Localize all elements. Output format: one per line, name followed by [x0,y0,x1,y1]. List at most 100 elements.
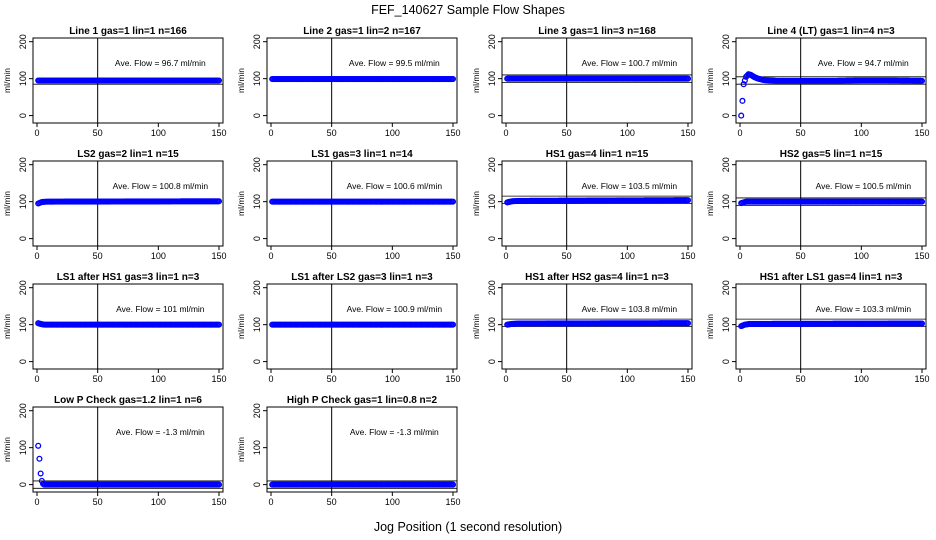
data-point [684,197,692,204]
x-tick-label: 0 [34,128,39,138]
data-point [684,320,692,327]
y-tick-label: 0 [18,482,28,487]
x-tick-label: 150 [211,251,226,261]
plot-frame [266,406,458,493]
average-flow-annotation: Ave. Flow = 100.7 ml/min [582,58,678,68]
data-point [35,442,42,449]
average-flow-annotation: Ave. Flow = 100.9 ml/min [347,304,443,314]
x-tick-label: 50 [93,251,103,261]
panel-3: Line 3 gas=1 lin=3 n=168 0 50 100 150 0 100 200… [471,26,696,138]
y-tick-label: 200 [18,157,28,172]
y-tick-label: 100 [18,440,28,455]
x-tick-label: 0 [268,128,273,138]
figure-xlabel: Jog Position (1 second resolution) [374,520,562,534]
x-tick-label: 50 [562,374,572,384]
x-tick-label: 150 [680,251,695,261]
data-point [918,77,926,84]
data-point [739,97,746,104]
x-tick-label: 0 [268,497,273,507]
y-axis-label: ml/min [2,191,12,216]
panel-5: LS2 gas=2 lin=1 n=15 0 50 100 150 0 100 200 ml/m… [2,149,227,261]
average-flow-annotation: Ave. Flow = 103.3 ml/min [816,304,912,314]
panel-title: Low P Check gas=1.2 lin=1 n=6 [54,395,202,406]
panel-12: HS1 after LS1 gas=4 lin=1 n=3 0 50 100 150 0 1… [705,272,930,384]
data-point [738,112,745,119]
x-tick-label: 100 [151,251,166,261]
data-points [504,75,692,82]
average-flow-annotation: Ave. Flow = 100.5 ml/min [816,181,912,191]
x-tick-label: 100 [385,374,400,384]
x-tick-label: 150 [211,374,226,384]
average-flow-annotation: Ave. Flow = 96.7 ml/min [115,58,206,68]
x-tick-label: 150 [914,128,929,138]
x-tick-label: 0 [737,251,742,261]
panel-title: HS1 after LS1 gas=4 lin=1 n=3 [760,272,903,283]
y-tick-label: 100 [487,71,497,86]
y-axis-label: ml/min [705,191,715,216]
x-tick-label: 50 [562,251,572,261]
y-tick-label: 100 [252,194,262,209]
x-tick-label: 150 [914,374,929,384]
y-axis-label: ml/min [471,314,481,339]
data-points [269,198,457,205]
data-point [918,320,926,327]
data-points [35,442,223,488]
average-flow-annotation: Ave. Flow = -1.3 ml/min [350,427,439,437]
y-tick-label: 100 [487,317,497,332]
x-tick-label: 0 [503,251,508,261]
y-tick-label: 200 [487,34,497,49]
y-tick-label: 0 [721,113,731,118]
panel-title: LS1 gas=3 lin=1 n=14 [311,149,413,160]
x-tick-label: 50 [93,374,103,384]
data-point [449,481,457,488]
plot-frame [32,160,224,247]
average-flow-annotation: Ave. Flow = 100.8 ml/min [113,181,209,191]
y-tick-label: 200 [721,157,731,172]
y-tick-label: 0 [487,113,497,118]
x-tick-label: 100 [854,128,869,138]
panel-7: HS1 gas=4 lin=1 n=15 0 50 100 150 0 100 200 ml/m… [471,149,696,261]
data-points [738,198,926,207]
data-point [684,75,692,82]
y-tick-label: 200 [252,34,262,49]
average-flow-annotation: Ave. Flow = 103.8 ml/min [582,304,678,314]
x-tick-label: 0 [34,374,39,384]
y-tick-label: 0 [721,359,731,364]
y-axis-label: ml/min [236,314,246,339]
x-tick-label: 100 [620,374,635,384]
y-tick-label: 200 [721,280,731,295]
y-tick-label: 200 [487,157,497,172]
figure-title: FEF_140627 Sample Flow Shapes [371,3,565,17]
x-tick-label: 50 [327,374,337,384]
data-point [741,77,748,84]
plot-frame [735,160,927,247]
data-points [504,197,692,206]
y-tick-label: 0 [252,482,262,487]
y-tick-label: 0 [18,236,28,241]
x-tick-label: 150 [445,128,460,138]
x-tick-label: 100 [385,128,400,138]
data-point [215,481,223,488]
data-points [35,198,223,207]
data-points [35,320,223,328]
average-flow-annotation: Ave. Flow = -1.3 ml/min [116,427,205,437]
y-axis-label: ml/min [2,437,12,462]
x-tick-label: 150 [445,251,460,261]
y-tick-label: 200 [487,280,497,295]
panel-title: Line 1 gas=1 lin=1 n=166 [69,26,187,37]
data-point [215,77,223,84]
panel-2: Line 2 gas=1 lin=2 n=167 0 50 100 150 0 100 200… [236,26,461,138]
panel-10: LS1 after LS2 gas=3 lin=1 n=3 0 50 100 150 0 1… [236,272,461,384]
x-tick-label: 100 [385,497,400,507]
panel-13: Low P Check gas=1.2 lin=1 n=6 0 50 100 150 0 1… [2,395,227,507]
y-tick-label: 200 [18,280,28,295]
data-point [449,321,457,328]
data-points [738,320,926,330]
average-flow-annotation: Ave. Flow = 94.7 ml/min [818,58,909,68]
y-tick-label: 0 [252,236,262,241]
data-points [35,77,223,84]
x-tick-label: 50 [93,497,103,507]
panel-title: Line 4 (LT) gas=1 lin=4 n=3 [767,26,895,37]
average-flow-annotation: Ave. Flow = 100.6 ml/min [347,181,443,191]
